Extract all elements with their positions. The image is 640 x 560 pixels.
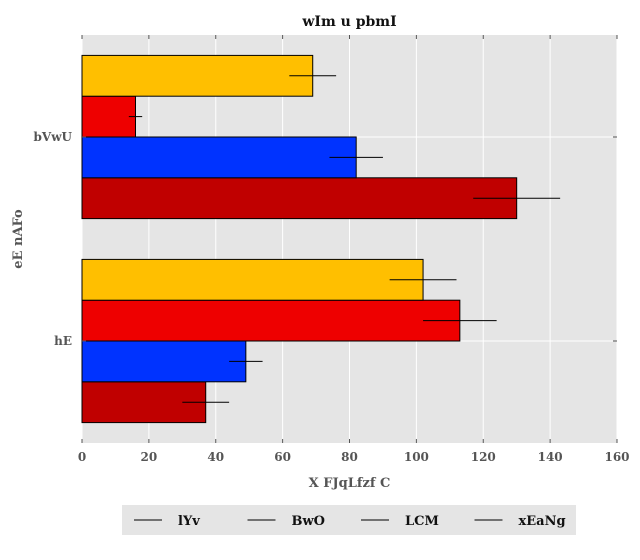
x-tick-label: 100 <box>404 450 429 464</box>
legend-label: lYv <box>178 514 200 529</box>
x-axis-label: X FJqLfzf C <box>309 476 391 491</box>
axis-ticks: 0 20 40 60 80 100 120 140 160 hE bVwU <box>34 35 630 464</box>
legend: lYv BwO LCM xEaNg <box>122 505 576 535</box>
y-tick-label: bVwU <box>34 130 73 144</box>
legend-label: xEaNg <box>519 514 566 529</box>
bar <box>81 54 314 97</box>
chart-title: wIm u pbmI <box>301 14 396 30</box>
bar <box>81 258 424 301</box>
x-tick-label: 160 <box>604 450 629 464</box>
bar <box>81 340 247 383</box>
bar <box>81 95 136 138</box>
x-tick-label: 80 <box>341 450 358 464</box>
x-tick-label: 60 <box>274 450 291 464</box>
x-tick-label: 140 <box>538 450 563 464</box>
bars <box>81 54 518 424</box>
x-tick-label: 120 <box>471 450 496 464</box>
bar <box>81 136 357 179</box>
legend-label: BwO <box>292 514 326 529</box>
x-tick-label: 40 <box>207 450 224 464</box>
y-axis-label: eE nAFo <box>11 209 26 269</box>
legend-label: LCM <box>405 514 439 529</box>
x-tick-label: 0 <box>78 450 86 464</box>
bar <box>81 299 461 342</box>
bar <box>81 177 518 220</box>
error-bars <box>128 75 561 403</box>
y-tick-label: hE <box>54 334 72 348</box>
x-tick-label: 20 <box>141 450 158 464</box>
